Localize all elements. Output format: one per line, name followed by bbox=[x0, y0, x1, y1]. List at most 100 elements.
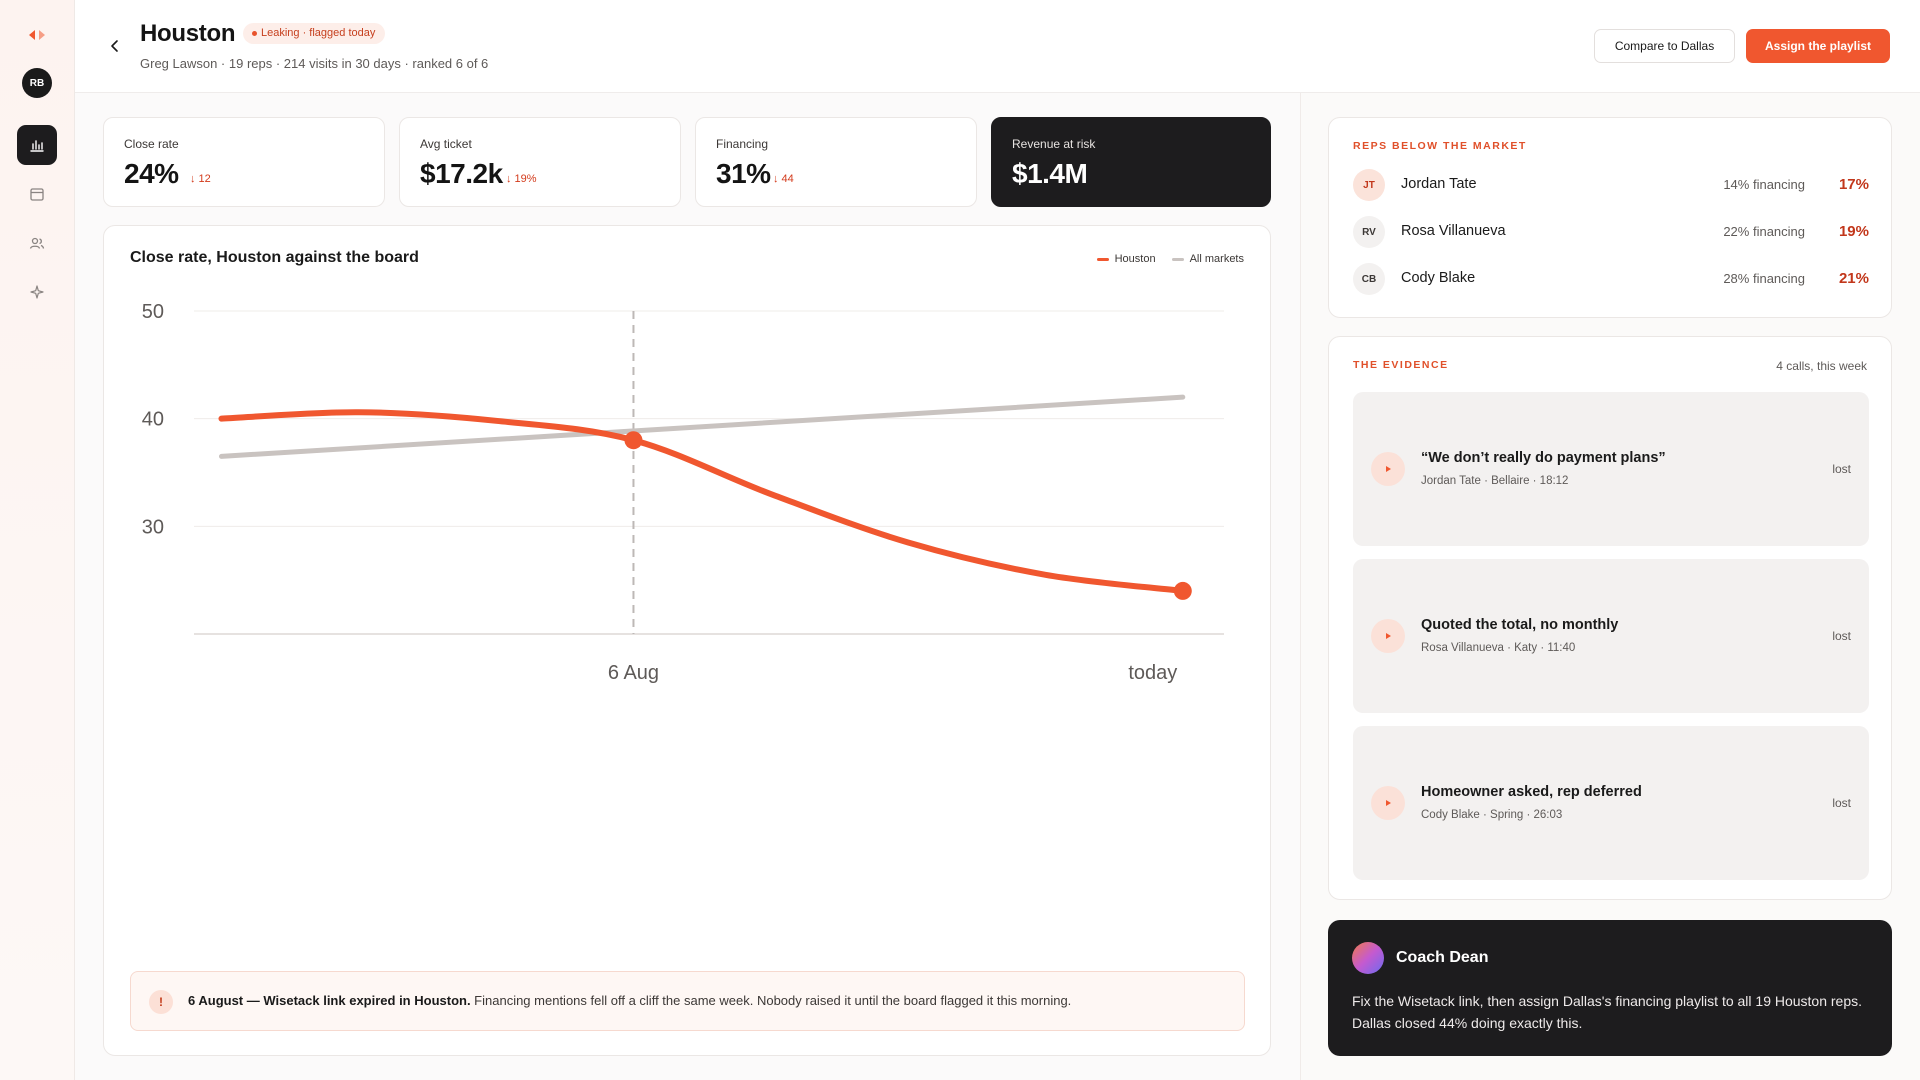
kpi-close-rate[interactable]: Close rate 24% ↓ 12 bbox=[103, 117, 385, 207]
series-line-all-markets bbox=[218, 394, 1186, 459]
call-meta: Rosa Villanueva · Katy · 11:40 bbox=[1421, 642, 1576, 654]
kpi-label: Close rate bbox=[124, 137, 179, 151]
page-title: Houston bbox=[140, 20, 236, 47]
call-item[interactable]: Quoted the total, no monthly Rosa Villanu… bbox=[1353, 559, 1869, 713]
play-icon bbox=[1386, 633, 1391, 639]
rep-close-rate: 21% bbox=[1838, 270, 1869, 287]
chart-legend: Houston All markets bbox=[1096, 253, 1244, 265]
y-tick-label: 30 bbox=[142, 516, 164, 538]
coach-message: Fix the Wisetack link, then assign Dalla… bbox=[1352, 993, 1863, 1031]
alert-headline: 6 August — Wisetack link expired in Hous… bbox=[188, 993, 471, 1008]
x-tick-label: 6 Aug bbox=[608, 662, 659, 684]
sparkle-icon bbox=[30, 285, 44, 299]
call-status: lost bbox=[1832, 629, 1851, 643]
rep-row[interactable]: RV Rosa Villanueva 22% financing 19% bbox=[1353, 214, 1869, 250]
rep-name: Cody Blake bbox=[1401, 270, 1476, 286]
nav-calendar[interactable] bbox=[17, 174, 57, 214]
play-button[interactable] bbox=[1371, 786, 1405, 820]
legend-label: Houston bbox=[1114, 253, 1156, 265]
logo-icon[interactable] bbox=[27, 27, 47, 43]
rep-close-rate: 19% bbox=[1838, 223, 1869, 240]
rep-name: Jordan Tate bbox=[1401, 176, 1477, 192]
chevron-left-icon bbox=[111, 40, 118, 52]
kpi-label: Avg ticket bbox=[420, 137, 472, 151]
play-button[interactable] bbox=[1371, 619, 1405, 653]
page-subtitle: Greg Lawson · 19 reps · 214 visits in 30… bbox=[140, 56, 489, 71]
section-heading: THE EVIDENCE bbox=[1353, 359, 1449, 371]
chart-card: Close rate, Houston against the board Ho… bbox=[103, 225, 1271, 1056]
rep-financing: 14% financing bbox=[1723, 177, 1805, 192]
play-button[interactable] bbox=[1371, 452, 1405, 486]
kpi-value: $17.2k bbox=[420, 158, 503, 189]
call-title: “We don’t really do payment plans” bbox=[1421, 450, 1666, 466]
legend-item-all-markets[interactable]: All markets bbox=[1171, 253, 1244, 265]
call-item[interactable]: Homeowner asked, rep deferred Cody Blake … bbox=[1353, 726, 1869, 880]
call-item[interactable]: “We don’t really do payment plans” Jordan… bbox=[1353, 392, 1869, 546]
line-chart: 30 40 50 6 Aug today bbox=[142, 301, 1224, 684]
reps-card: REPS BELOW THE MARKET JT Jordan Tate 14% f… bbox=[1328, 117, 1892, 318]
user-avatar[interactable]: RB bbox=[22, 68, 52, 98]
users-icon bbox=[29, 237, 45, 249]
coach-name: Coach Dean bbox=[1396, 949, 1489, 966]
x-tick-label: today bbox=[1128, 662, 1177, 684]
rep-financing: 28% financing bbox=[1723, 271, 1805, 286]
kpi-value: $1.4M bbox=[1012, 158, 1088, 189]
evidence-count: 4 calls, this week bbox=[1776, 359, 1867, 373]
calendar-icon bbox=[30, 188, 44, 201]
data-point-marker bbox=[624, 431, 643, 450]
y-tick-label: 40 bbox=[142, 409, 164, 431]
nav-ai[interactable] bbox=[17, 272, 57, 312]
avatar: RV bbox=[1353, 216, 1385, 248]
avatar: JT bbox=[1353, 169, 1385, 201]
call-status: lost bbox=[1832, 462, 1851, 476]
chart-title: Close rate, Houston against the board bbox=[130, 249, 419, 266]
kpi-value: 31% bbox=[716, 158, 771, 189]
rep-row[interactable]: JT Jordan Tate 14% financing 17% bbox=[1353, 167, 1869, 203]
call-title: Homeowner asked, rep deferred bbox=[1421, 784, 1642, 800]
play-icon bbox=[1386, 800, 1391, 806]
data-point-marker bbox=[1173, 581, 1192, 600]
kpi-avg-ticket[interactable]: Avg ticket $17.2k ↓ 19% bbox=[399, 117, 681, 207]
warning-icon: ! bbox=[149, 990, 173, 1014]
coach-card: Coach Dean Fix the Wisetack link, then a… bbox=[1328, 920, 1892, 1056]
status-badge: Leaking · flagged today bbox=[243, 23, 386, 44]
avatar: CB bbox=[1353, 263, 1385, 295]
nav-analytics[interactable] bbox=[17, 125, 57, 165]
rep-row[interactable]: CB Cody Blake 28% financing 21% bbox=[1353, 261, 1869, 297]
rep-financing: 22% financing bbox=[1723, 224, 1805, 239]
rep-name: Rosa Villanueva bbox=[1401, 223, 1506, 239]
bar-chart-icon bbox=[30, 140, 44, 152]
legend-swatch bbox=[1096, 257, 1109, 261]
alert-banner: ! 6 August — Wisetack link expired in Ho… bbox=[130, 971, 1245, 1031]
compare-button[interactable]: Compare to Dallas bbox=[1594, 29, 1735, 63]
call-status: lost bbox=[1832, 796, 1851, 810]
page-header: Houston Leaking · flagged today Greg Law… bbox=[75, 0, 1920, 93]
kpi-delta: ↓ 12 bbox=[190, 173, 211, 185]
nav-team[interactable] bbox=[17, 223, 57, 263]
sidebar: RB bbox=[0, 0, 75, 1080]
call-title: Quoted the total, no monthly bbox=[1421, 617, 1619, 633]
kpi-financing[interactable]: Financing 31% ↓ 44 bbox=[695, 117, 977, 207]
series-line-houston bbox=[218, 409, 1186, 594]
alert-detail: Financing mentions fell off a cliff the … bbox=[470, 993, 1072, 1008]
play-icon bbox=[1386, 466, 1391, 472]
kpi-value: 24% bbox=[124, 158, 179, 189]
section-heading: REPS BELOW THE MARKET bbox=[1353, 140, 1527, 152]
y-tick-label: 50 bbox=[142, 301, 164, 323]
legend-swatch bbox=[1171, 257, 1184, 261]
kpi-delta: ↓ 44 bbox=[773, 173, 794, 185]
back-button[interactable] bbox=[105, 36, 125, 56]
coach-avatar bbox=[1352, 942, 1384, 974]
rep-close-rate: 17% bbox=[1838, 176, 1869, 193]
assign-playlist-button[interactable]: Assign the playlist bbox=[1746, 29, 1890, 63]
alert-text: 6 August — Wisetack link expired in Hous… bbox=[188, 993, 1071, 1008]
call-meta: Cody Blake · Spring · 26:03 bbox=[1421, 809, 1563, 821]
call-meta: Jordan Tate · Bellaire · 18:12 bbox=[1421, 475, 1569, 487]
evidence-card: THE EVIDENCE 4 calls, this week “We don’… bbox=[1328, 336, 1892, 900]
kpi-label: Revenue at risk bbox=[1012, 137, 1096, 151]
kpi-label: Financing bbox=[716, 137, 769, 151]
kpi-revenue-at-risk[interactable]: Revenue at risk $1.4M bbox=[991, 117, 1271, 207]
legend-label: All markets bbox=[1189, 253, 1244, 265]
kpi-delta: ↓ 19% bbox=[506, 173, 537, 185]
legend-item-houston[interactable]: Houston bbox=[1096, 253, 1156, 265]
